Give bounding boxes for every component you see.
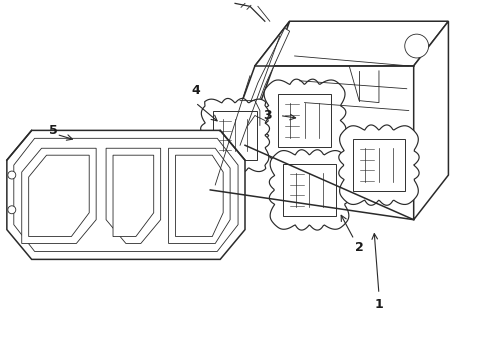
Polygon shape — [263, 79, 346, 162]
Text: 4: 4 — [191, 84, 200, 97]
Circle shape — [405, 34, 429, 58]
Text: 5: 5 — [49, 124, 58, 137]
Polygon shape — [210, 21, 290, 190]
Polygon shape — [270, 150, 350, 230]
Polygon shape — [414, 21, 448, 220]
Polygon shape — [106, 148, 161, 243]
Polygon shape — [169, 148, 230, 243]
Polygon shape — [14, 138, 238, 251]
Text: 3: 3 — [264, 109, 272, 122]
Polygon shape — [278, 94, 331, 147]
Circle shape — [8, 171, 16, 179]
Polygon shape — [339, 125, 419, 205]
Polygon shape — [175, 155, 223, 237]
Circle shape — [8, 206, 16, 214]
Text: 2: 2 — [355, 241, 364, 254]
Text: 1: 1 — [374, 297, 383, 311]
Polygon shape — [29, 155, 89, 237]
Polygon shape — [220, 28, 290, 185]
Polygon shape — [22, 148, 96, 243]
Polygon shape — [7, 130, 245, 260]
Polygon shape — [201, 98, 270, 172]
Polygon shape — [353, 139, 405, 191]
Polygon shape — [213, 111, 257, 159]
Polygon shape — [283, 164, 336, 216]
Polygon shape — [255, 21, 448, 66]
Polygon shape — [113, 155, 154, 237]
